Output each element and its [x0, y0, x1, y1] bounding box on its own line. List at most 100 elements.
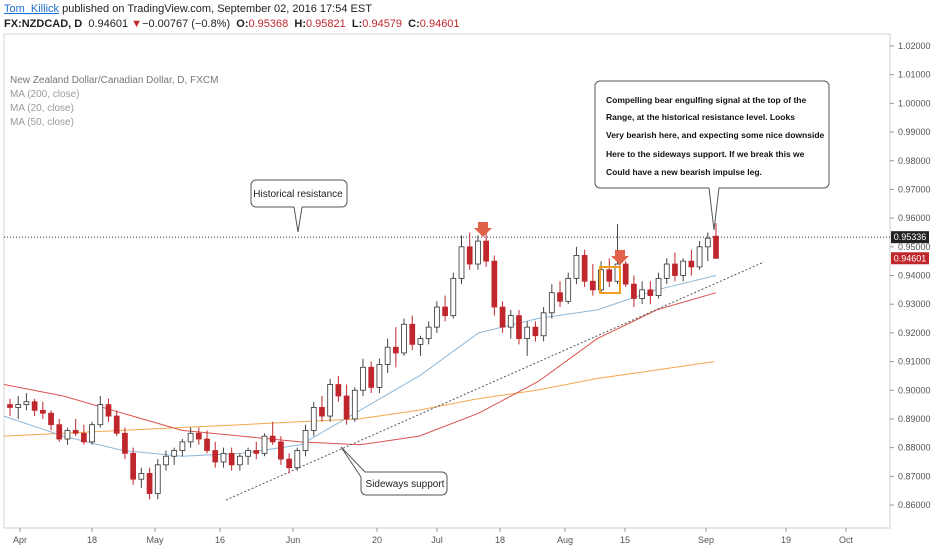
- candle-body: [688, 260, 695, 268]
- candle-body: [532, 326, 539, 337]
- price-tick-label: 0.96000: [898, 213, 931, 223]
- price-tick-label: 0.95000: [898, 242, 931, 252]
- low-value: 0.94579: [362, 18, 403, 30]
- candle-body: [130, 452, 137, 480]
- candle-body: [163, 455, 169, 466]
- candle-body: [516, 315, 522, 340]
- price-tick-label: 0.98000: [898, 156, 931, 166]
- candle-body: [680, 260, 687, 276]
- candle-body: [384, 346, 391, 365]
- resistance-label: Historical resistance: [253, 189, 343, 200]
- candle-body: [195, 432, 202, 440]
- close-label: C:: [408, 18, 420, 30]
- candle-body: [655, 277, 662, 296]
- time-tick-label: Apr: [13, 535, 27, 545]
- candle-body: [351, 389, 358, 420]
- candle-body: [261, 435, 268, 454]
- candle-body: [327, 384, 334, 417]
- candle-body: [154, 464, 161, 494]
- candle-body: [631, 283, 637, 299]
- candle-body: [319, 407, 325, 417]
- candles: [7, 223, 719, 500]
- candle-body: [360, 366, 366, 391]
- price-tick-label: 0.92000: [898, 328, 931, 338]
- candle-body: [220, 452, 227, 463]
- price-tick-label: 0.88000: [898, 443, 931, 453]
- candle-body: [64, 430, 71, 440]
- candle-body: [540, 312, 547, 337]
- open-value: 0.95368: [248, 18, 289, 30]
- legend-ma200[interactable]: MA (200, close): [10, 89, 80, 100]
- candle-body: [557, 292, 563, 302]
- time-tick-label: 16: [215, 535, 225, 545]
- symbol-label: FX:NZDCAD, D: [4, 18, 83, 30]
- candle-body: [56, 424, 63, 440]
- price-axis[interactable]: 1.02000 1.01000 1.00000 0.99000 0.98000 0.970…: [890, 41, 931, 510]
- published-text: published on TradingView.com, September …: [62, 3, 372, 15]
- signal-text-line-5: Could have a new bearish impulse leg.: [606, 167, 762, 177]
- candle-body: [458, 246, 465, 279]
- candle-body: [639, 289, 645, 299]
- resistance-price-tag-box: [891, 231, 929, 244]
- support-callout[interactable]: Sideways support: [340, 446, 448, 496]
- candle-body: [672, 263, 678, 276]
- candle-body: [294, 450, 301, 469]
- price-tick-label: 0.87000: [898, 471, 931, 481]
- price-tick-label: 0.97000: [898, 184, 931, 194]
- candle-body: [598, 269, 604, 291]
- support-callout-box: [340, 446, 448, 496]
- candle-body: [376, 364, 383, 388]
- author-link[interactable]: Tom_Killick: [4, 3, 60, 15]
- candle-body: [146, 473, 153, 494]
- time-tick-label: Jul: [431, 535, 443, 545]
- last-price-tag-label: 0.94601: [894, 253, 927, 263]
- time-tick-label: May: [146, 535, 164, 545]
- price-tick-label: 0.94000: [898, 271, 931, 281]
- candle-body: [179, 441, 186, 451]
- candle-body: [253, 450, 260, 454]
- signal-text-line-3: Very bearish here, and expecting some ni…: [606, 130, 825, 140]
- price-change: −0.00767 (−0.8%): [142, 18, 231, 30]
- candle-body: [548, 292, 555, 314]
- time-tick-label: Oct: [839, 535, 854, 545]
- candle-body: [622, 263, 629, 285]
- change-down-icon: ▼: [131, 18, 143, 30]
- candle-body: [7, 404, 13, 408]
- candle-body: [491, 260, 498, 308]
- candle-body: [450, 277, 457, 317]
- time-tick-label: 19: [781, 535, 791, 545]
- candle-body: [368, 366, 375, 388]
- candle-body: [23, 401, 30, 405]
- low-label: L:: [351, 18, 363, 30]
- resistance-callout-box: [250, 179, 348, 233]
- candle-body: [425, 326, 432, 340]
- quote-line: FX:NZDCAD, D 0.94601 ▼−0.00767 (−0.8%) O…: [4, 18, 460, 30]
- legend-ma50[interactable]: MA (50, close): [10, 117, 74, 128]
- time-axis[interactable]: Apr 18 May 16 Jun 20 Jul 18 Aug 15 Sep 19 Oct: [13, 528, 854, 545]
- high-value: 0.95821: [306, 18, 346, 30]
- candle-body: [269, 435, 276, 443]
- time-tick-label: 20: [372, 535, 382, 545]
- candle-body: [335, 384, 342, 397]
- candle-body: [204, 438, 210, 451]
- candle-body: [343, 395, 350, 420]
- candlestick-chart[interactable]: 1.02000 1.01000 1.00000 0.99000 0.98000 0.970…: [0, 32, 932, 550]
- candle-body: [122, 432, 128, 454]
- signal-text-line-2: Range, at the historical resistance leve…: [606, 112, 795, 122]
- candle-body: [138, 473, 145, 480]
- candle-body: [565, 277, 572, 302]
- time-tick-label: 18: [87, 535, 97, 545]
- legend-ma20[interactable]: MA (20, close): [10, 103, 74, 114]
- bear-arrow-1-icon: [474, 222, 492, 237]
- candle-body: [212, 450, 219, 463]
- candle-body: [434, 306, 440, 328]
- signal-callout[interactable]: Compelling bear engulfing signal at the …: [594, 80, 830, 231]
- candle-body: [97, 404, 104, 426]
- time-tick-label: Aug: [557, 535, 573, 545]
- candle-body: [171, 450, 178, 457]
- chart-area[interactable]: 1.02000 1.01000 1.00000 0.99000 0.98000 0.970…: [0, 32, 932, 550]
- candle-body: [417, 338, 424, 345]
- publication-line: Tom_Killick published on TradingView.com…: [4, 3, 372, 15]
- resistance-callout[interactable]: Historical resistance: [250, 179, 348, 233]
- candle-body: [105, 404, 112, 417]
